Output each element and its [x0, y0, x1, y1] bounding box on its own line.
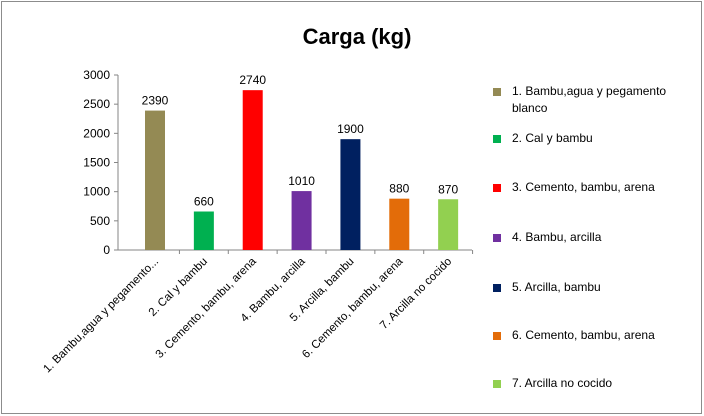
y-tick-label: 3000: [83, 68, 110, 82]
bar: [242, 90, 263, 251]
legend-label: 1. Bambu,agua y pegamento blanco: [512, 84, 667, 115]
legend-swatch: [493, 284, 501, 292]
bar: [389, 198, 410, 250]
chart-title: Carga (kg): [303, 24, 412, 49]
legend-swatch: [493, 332, 501, 340]
y-tick-label: 500: [90, 214, 110, 228]
legend-label: 6. Cemento, bambu, arena: [512, 328, 655, 342]
legend-label: 7. Arcilla no cocido: [512, 376, 613, 390]
bar: [340, 139, 361, 250]
y-tick-label: 2000: [83, 126, 110, 140]
data-label: 870: [438, 182, 458, 196]
bar: [291, 191, 312, 250]
y-tick-label: 0: [103, 243, 110, 257]
y-tick-label: 2500: [83, 97, 110, 111]
bar: [438, 199, 459, 250]
bar: [145, 110, 165, 250]
data-label: 2740: [239, 73, 266, 87]
legend-label: 4. Bambu, arcilla: [512, 230, 602, 244]
legend-swatch: [493, 184, 501, 192]
data-label: 880: [389, 182, 409, 196]
legend-swatch: [493, 234, 501, 242]
data-label: 2390: [142, 94, 169, 108]
legend-label: 3. Cemento, bambu, arena: [512, 180, 655, 194]
legend-swatch: [493, 380, 501, 388]
legend-swatch: [493, 88, 501, 96]
legend-label: 5. Arcilla, bambu: [512, 280, 601, 294]
legend-swatch: [493, 135, 501, 143]
y-tick-label: 1500: [83, 156, 110, 170]
y-tick-label: 1000: [83, 185, 110, 199]
data-label: 1900: [337, 122, 364, 136]
data-label: 660: [194, 195, 214, 209]
bar: [193, 211, 214, 250]
legend-label: 2. Cal y bambu: [512, 131, 593, 145]
data-label: 1010: [288, 174, 315, 188]
